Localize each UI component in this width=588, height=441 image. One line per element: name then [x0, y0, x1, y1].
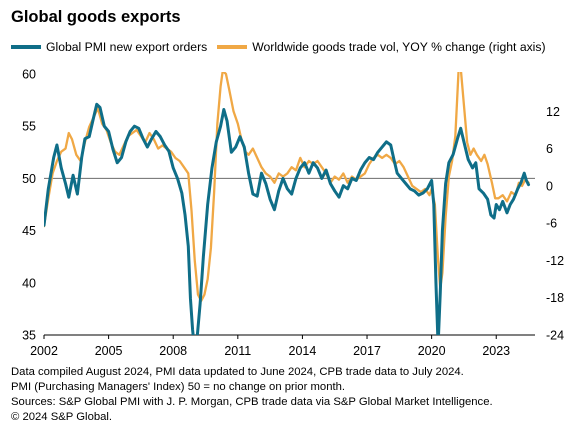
note-sources: Sources: S&P Global PMI with J. P. Morga… [11, 396, 493, 408]
legend-swatch-trade [217, 45, 248, 49]
legend-label-pmi: Global PMI new export orders [46, 40, 208, 54]
note-compiled: Data compiled August 2024, PMI data upda… [11, 366, 464, 378]
x-tick-label: 2017 [353, 344, 381, 358]
legend: Global PMI new export orders Worldwide g… [11, 40, 556, 54]
y-left-tick-label: 55 [22, 120, 36, 134]
y-right-tick-label: -24 [546, 329, 564, 343]
x-tick-label: 2020 [418, 344, 446, 358]
legend-label-trade: Worldwide goods trade vol, YOY % change … [252, 40, 546, 54]
legend-item-pmi: Global PMI new export orders [11, 40, 207, 54]
chart-title: Global goods exports [11, 8, 181, 26]
y-right-tick-label: 12 [546, 105, 560, 119]
note-pmi-definition: PMI (Purchasing Managers' Index) 50 = no… [11, 381, 346, 393]
y-right-tick-label: 0 [546, 179, 553, 193]
y-left-tick-label: 40 [22, 276, 36, 290]
x-tick-label: 2002 [30, 344, 58, 358]
x-tick-label: 2005 [95, 344, 123, 358]
note-copyright: © 2024 S&P Global. [11, 411, 113, 423]
y-left-tick-label: 35 [22, 329, 36, 343]
x-tick-label: 2011 [224, 344, 251, 358]
y-left-tick-label: 50 [22, 172, 36, 186]
y-right-tick-label: -6 [546, 217, 557, 231]
y-right-tick-label: -12 [546, 254, 564, 268]
chart-notes: Data compiled August 2024, PMI data upda… [11, 365, 493, 425]
chart-plot: 2002 2005 2008 2011 2014 2017 2020 2023 35 40 45 50… [22, 68, 564, 359]
legend-swatch-pmi [11, 45, 41, 49]
x-tick-label: 2023 [482, 344, 510, 358]
legend-item-trade: Worldwide goods trade vol, YOY % change … [217, 40, 546, 54]
y-right-tick-label: 6 [546, 142, 553, 156]
x-tick-label: 2008 [159, 344, 187, 358]
series-line-pmi [44, 102, 531, 335]
y-right-tick-label: -18 [546, 291, 564, 305]
series-line-trade [44, 72, 530, 302]
x-tick-label: 2014 [289, 344, 317, 358]
y-left-tick-label: 45 [22, 224, 36, 238]
y-left-tick-label: 60 [22, 68, 36, 82]
